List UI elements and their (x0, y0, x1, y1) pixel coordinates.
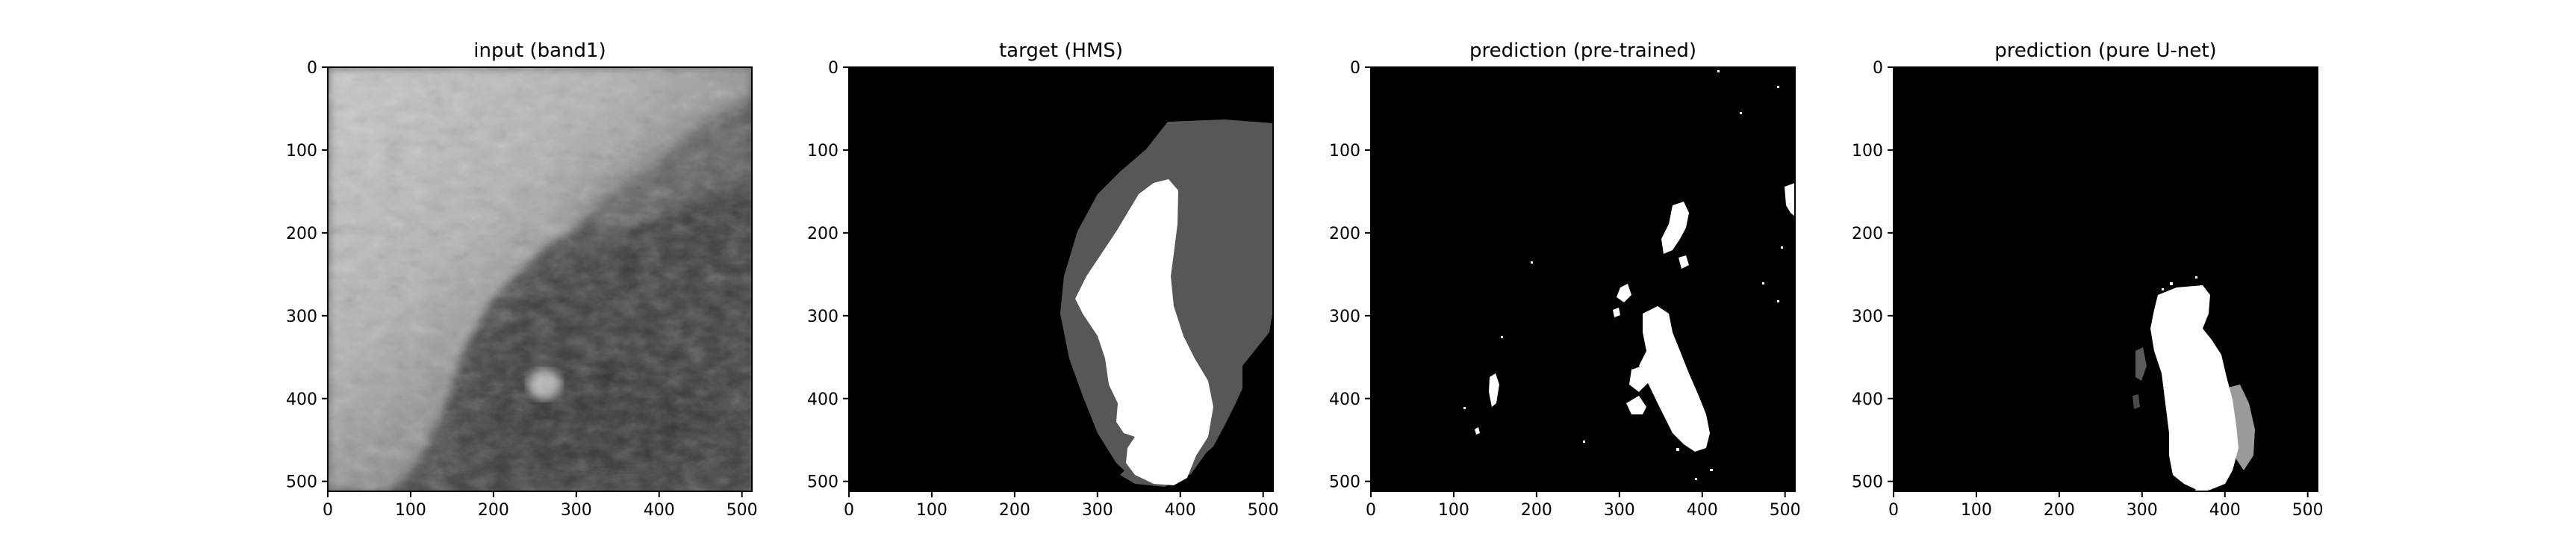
panel-title: prediction (pre-trained) (1469, 40, 1696, 62)
x-tick-label: 0 (323, 501, 333, 520)
x-axis: 0 100 200 300 400 500 (323, 491, 758, 520)
x-tick-label: 500 (1248, 501, 1279, 520)
x-tick-label: 300 (1604, 501, 1635, 520)
x-tick-label: 100 (1438, 501, 1469, 520)
x-tick-label: 500 (1770, 501, 1801, 520)
panel-title: prediction (pure U-net) (1994, 40, 2216, 62)
y-tick-label: 0 (1873, 59, 1883, 78)
y-tick-label: 0 (1350, 59, 1360, 78)
x-tick-label: 200 (1521, 501, 1552, 520)
axes-frame (848, 66, 1274, 492)
y-axis: 0 100 200 300 400 500 (807, 59, 849, 492)
x-tick-label: 400 (1687, 501, 1718, 520)
x-tick-label: 400 (1165, 501, 1196, 520)
x-tick-label: 300 (2127, 501, 2158, 520)
axes-frame (1893, 66, 2318, 492)
y-tick-label: 0 (828, 59, 839, 78)
x-tick-label: 200 (2044, 501, 2075, 520)
y-tick-label: 200 (807, 225, 839, 243)
prediction-image (1371, 67, 1795, 491)
y-tick-label: 500 (286, 473, 317, 492)
x-tick-label: 200 (999, 501, 1030, 520)
y-tick-label: 400 (1852, 391, 1883, 409)
x-tick-label: 500 (2292, 501, 2324, 520)
y-tick-label: 100 (1329, 142, 1360, 161)
axes-frame (327, 66, 753, 492)
x-tick-label: 300 (1082, 501, 1113, 520)
panel-title: input (band1) (473, 40, 606, 62)
y-axis: 0 100 200 300 400 500 (1852, 59, 1894, 492)
y-tick-label: 400 (1329, 391, 1360, 409)
x-axis: 0 100 200 300 400 500 (1888, 491, 2324, 520)
y-tick-label: 100 (807, 142, 839, 161)
y-tick-label: 100 (286, 142, 317, 161)
y-tick-label: 500 (1852, 473, 1883, 492)
y-tick-label: 200 (1852, 225, 1883, 243)
y-tick-label: 400 (286, 391, 317, 409)
x-tick-label: 400 (2209, 501, 2241, 520)
y-tick-label: 500 (1329, 473, 1360, 492)
x-tick-label: 100 (916, 501, 948, 520)
panel-unet: prediction (pure U-net) 0 100 200 300 400 500… (1852, 40, 2324, 520)
y-tick-label: 300 (807, 308, 839, 326)
y-tick-label: 200 (1329, 225, 1360, 243)
y-tick-label: 500 (807, 473, 839, 492)
mask-image (849, 67, 1273, 491)
x-axis: 0 100 200 300 400 500 (1366, 491, 1801, 520)
y-tick-label: 400 (807, 391, 839, 409)
x-tick-label: 500 (727, 501, 758, 520)
panel-title: target (HMS) (999, 40, 1123, 62)
x-tick-label: 0 (1888, 501, 1899, 520)
prediction-image (1894, 67, 2318, 491)
x-tick-label: 100 (1961, 501, 1992, 520)
x-tick-label: 300 (561, 501, 592, 520)
x-tick-label: 400 (644, 501, 675, 520)
y-axis: 0 100 200 300 400 500 (286, 59, 328, 492)
y-tick-label: 100 (1852, 142, 1883, 161)
y-tick-label: 200 (286, 225, 317, 243)
x-axis: 0 100 200 300 400 500 (844, 491, 1279, 520)
y-tick-label: 300 (286, 308, 317, 326)
y-axis: 0 100 200 300 400 500 (1329, 59, 1371, 492)
y-tick-label: 300 (1329, 308, 1360, 326)
panel-pretrained: prediction (pre-trained) (1329, 40, 1801, 520)
panel-input: input (band1) 0 100 200 300 400 500 0 100 200 30… (286, 40, 758, 520)
x-tick-label: 200 (478, 501, 509, 520)
satellite-image (328, 67, 752, 491)
x-tick-label: 100 (395, 501, 426, 520)
x-tick-label: 0 (844, 501, 854, 520)
panel-target: target (HMS) 0 100 200 300 400 500 0 100 200 300… (807, 40, 1279, 520)
axes-frame (1370, 66, 1796, 492)
y-tick-label: 300 (1852, 308, 1883, 326)
x-tick-label: 0 (1366, 501, 1376, 520)
y-tick-label: 0 (307, 59, 317, 78)
